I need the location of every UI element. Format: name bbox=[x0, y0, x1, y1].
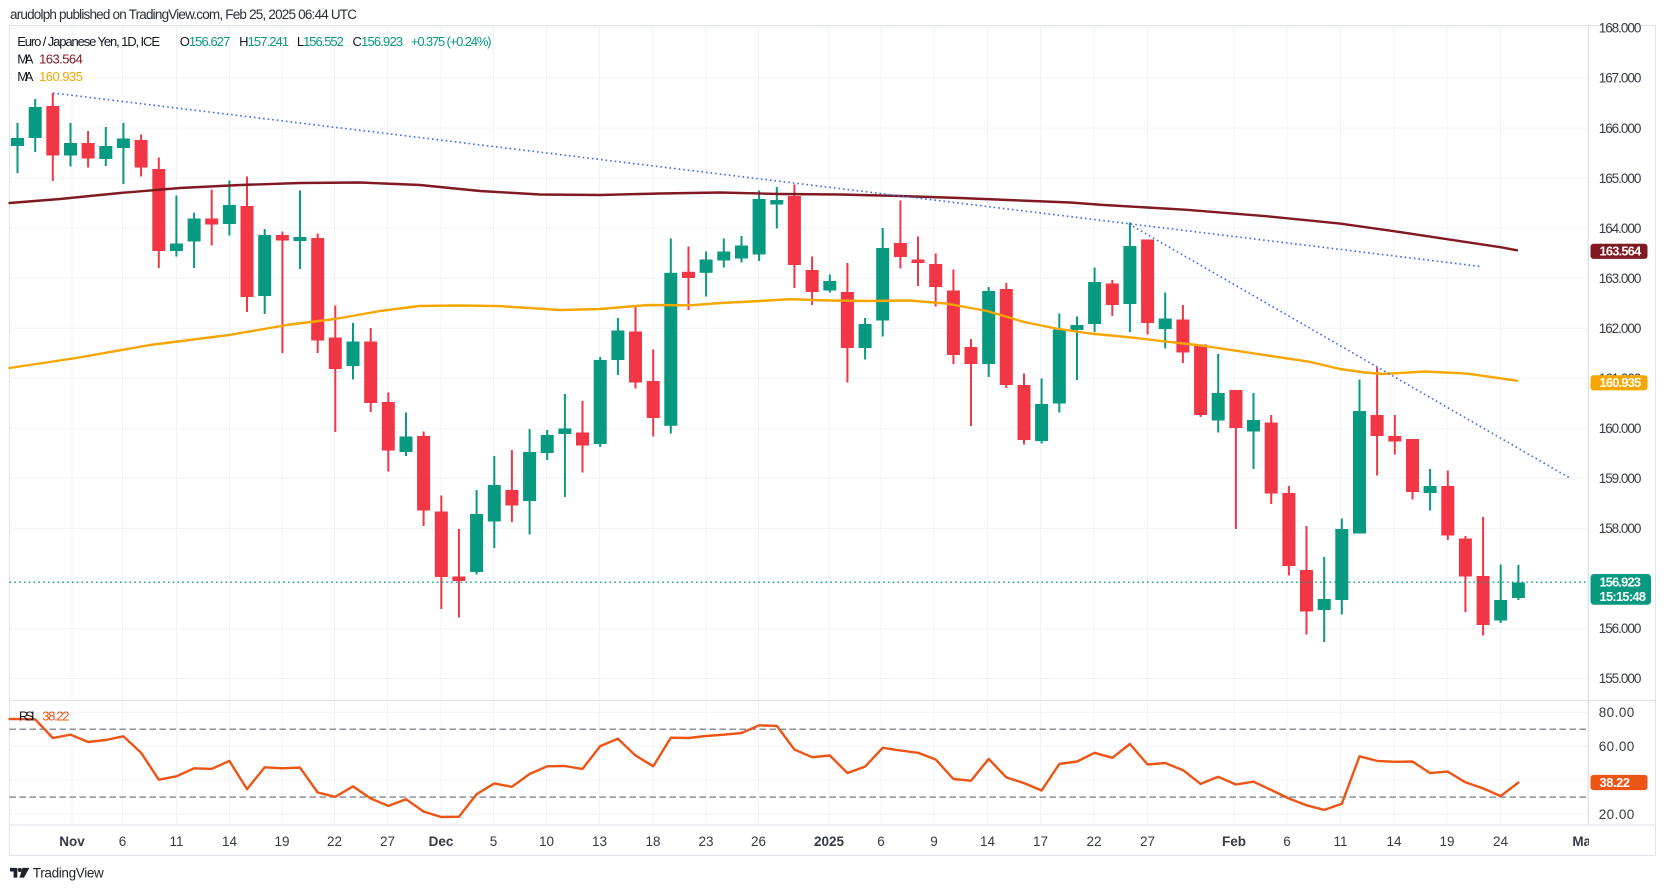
svg-text:14: 14 bbox=[222, 834, 238, 849]
svg-text:163.564: 163.564 bbox=[1600, 244, 1643, 259]
svg-text:163.564: 163.564 bbox=[39, 52, 83, 67]
svg-text:155.000: 155.000 bbox=[1599, 671, 1642, 686]
svg-text:2025: 2025 bbox=[814, 834, 845, 849]
svg-text:27: 27 bbox=[380, 834, 395, 849]
svg-text:23: 23 bbox=[698, 834, 713, 849]
svg-text:156.000: 156.000 bbox=[1599, 621, 1642, 636]
svg-text:162.000: 162.000 bbox=[1599, 321, 1642, 336]
svg-text:Nov: Nov bbox=[59, 834, 85, 849]
svg-text:9: 9 bbox=[930, 834, 938, 849]
svg-text:19: 19 bbox=[1439, 834, 1454, 849]
svg-text:14: 14 bbox=[980, 834, 996, 849]
svg-text:+0.375 (+0.24%): +0.375 (+0.24%) bbox=[411, 34, 492, 49]
svg-text:80.00: 80.00 bbox=[1599, 705, 1635, 720]
svg-text:Ma: Ma bbox=[1572, 834, 1591, 849]
svg-text:MA: MA bbox=[17, 52, 34, 67]
svg-text:38.22: 38.22 bbox=[42, 709, 69, 724]
svg-text:arudolph published on TradingV: arudolph published on TradingView.com, F… bbox=[10, 7, 357, 22]
svg-text:163.000: 163.000 bbox=[1599, 271, 1642, 286]
svg-text:156.923: 156.923 bbox=[1600, 575, 1641, 590]
svg-text:15:15:48: 15:15:48 bbox=[1600, 589, 1647, 604]
svg-text:6: 6 bbox=[877, 834, 885, 849]
svg-text:27: 27 bbox=[1140, 834, 1155, 849]
svg-text:TradingView: TradingView bbox=[33, 866, 104, 881]
svg-text:Dec: Dec bbox=[429, 834, 454, 849]
svg-text:10: 10 bbox=[539, 834, 554, 849]
svg-text:13: 13 bbox=[592, 834, 607, 849]
svg-text:160.000: 160.000 bbox=[1599, 421, 1642, 436]
svg-text:165.000: 165.000 bbox=[1599, 171, 1642, 186]
svg-text:6: 6 bbox=[1283, 834, 1291, 849]
svg-text:RSI: RSI bbox=[19, 709, 35, 724]
svg-text:166.000: 166.000 bbox=[1599, 121, 1642, 136]
svg-text:17: 17 bbox=[1033, 834, 1048, 849]
svg-text:22: 22 bbox=[327, 834, 342, 849]
svg-text:167.000: 167.000 bbox=[1599, 71, 1642, 86]
svg-text:26: 26 bbox=[751, 834, 766, 849]
svg-text:22: 22 bbox=[1086, 834, 1101, 849]
svg-text:5: 5 bbox=[490, 834, 498, 849]
svg-text:160.935: 160.935 bbox=[39, 69, 83, 84]
svg-text:C156.923: C156.923 bbox=[353, 34, 404, 49]
svg-text:O156.627: O156.627 bbox=[180, 34, 231, 49]
svg-text:158.000: 158.000 bbox=[1599, 521, 1642, 536]
svg-text:18: 18 bbox=[645, 834, 660, 849]
svg-text:Feb: Feb bbox=[1222, 834, 1246, 849]
svg-text:168.000: 168.000 bbox=[1599, 21, 1642, 36]
svg-text:164.000: 164.000 bbox=[1599, 221, 1642, 236]
svg-text:60.00: 60.00 bbox=[1599, 739, 1635, 754]
svg-text:L156.552: L156.552 bbox=[297, 34, 344, 49]
svg-text:24: 24 bbox=[1493, 834, 1509, 849]
svg-text:160.935: 160.935 bbox=[1600, 375, 1642, 390]
svg-text:H157.241: H157.241 bbox=[239, 34, 289, 49]
svg-text:MA: MA bbox=[17, 69, 34, 84]
svg-text:11: 11 bbox=[169, 834, 183, 849]
svg-text:19: 19 bbox=[274, 834, 289, 849]
svg-text:6: 6 bbox=[119, 834, 127, 849]
svg-text:20.00: 20.00 bbox=[1599, 807, 1635, 822]
svg-text:14: 14 bbox=[1386, 834, 1402, 849]
svg-text:11: 11 bbox=[1333, 834, 1347, 849]
svg-text:Euro / Japanese Yen, 1D, ICE: Euro / Japanese Yen, 1D, ICE bbox=[17, 34, 160, 49]
svg-text:159.000: 159.000 bbox=[1599, 471, 1642, 486]
svg-text:38.22: 38.22 bbox=[1600, 775, 1631, 790]
